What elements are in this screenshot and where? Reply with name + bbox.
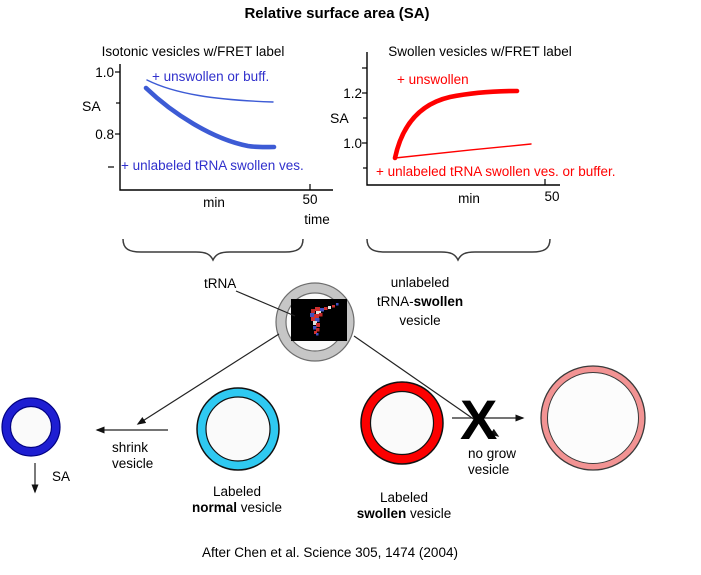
left-brace <box>122 238 304 262</box>
right-plot-axes <box>362 52 560 186</box>
shrink-vesicle-label-line1: shrink <box>112 440 149 455</box>
left-plot-curve1-label: + unswollen or buff. <box>152 69 270 84</box>
branch-arrow-right <box>353 335 500 437</box>
right-plot-ytick-top: 1.2 <box>343 86 362 101</box>
right-plot-yaxis-label: SA <box>330 110 349 126</box>
shrunken-blue-vesicle <box>1 397 61 457</box>
unlabeled-vesicle-label-line2: tRNA-swollen <box>377 292 463 311</box>
right-plot-title: Swollen vesicles w/FRET label <box>388 44 572 59</box>
labeled-normal-vesicle-label: Labeled normal vesicle <box>192 484 282 515</box>
left-plot-title: Isotonic vesicles w/FRET label <box>101 44 285 59</box>
trna-label: tRNA <box>204 276 237 291</box>
labeled-swollen-line2: swollen vesicle <box>357 506 452 522</box>
labeled-normal-line2-bold: normal <box>191 499 237 515</box>
left-plot-ytick-top: 1.0 <box>95 65 114 80</box>
unlabeled-vesicle-label-line3: vesicle <box>399 313 441 328</box>
branch-arrow-left <box>136 333 280 425</box>
labeled-normal-line1: Labeled <box>212 484 262 499</box>
time-axis-label: time <box>304 212 330 227</box>
right-plot-curve2-label: + unlabeled tRNA swollen ves. or buffer. <box>376 164 616 179</box>
blocked-cross-mark: X <box>460 388 498 451</box>
right-curve-unswollen <box>392 88 520 161</box>
labeled-swollen-vesicle-label: Labeled swollen vesicle <box>357 490 452 521</box>
trna-molecule-image <box>310 303 339 336</box>
left-plot-xmax: 50 <box>302 192 318 207</box>
left-plot-curve2-label: + unlabeled tRNA swollen ves. <box>121 158 304 173</box>
no-grow-vesicle-label: no grow vesicle <box>468 446 516 478</box>
unlabeled-vesicle-label-line2-bold: swollen <box>413 294 464 309</box>
left-plot-ytick-bottom: 0.8 <box>95 127 114 142</box>
shrink-vesicle-label: shrink vesicle <box>112 440 153 472</box>
right-plot-xaxis-label: min <box>458 191 480 206</box>
right-plot-curve1-label: + unswollen <box>397 72 469 87</box>
left-plot-yaxis-label: SA <box>82 98 101 114</box>
labeled-normal-line2: normal vesicle <box>192 500 282 516</box>
labeled-swollen-vesicle <box>360 381 444 465</box>
shrink-vesicle-label-line2: vesicle <box>112 456 154 471</box>
right-plot-xmax: 50 <box>544 189 560 204</box>
right-plot-ytick-bottom: 1.0 <box>343 136 362 151</box>
right-curve-unlabeled-trna-swollen <box>394 143 532 159</box>
labeled-normal-vesicle <box>196 387 280 471</box>
citation: After Chen et al. Science 305, 1474 (200… <box>202 545 458 560</box>
labeled-swollen-line2-rest: vesicle <box>406 505 452 521</box>
large-pink-vesicle <box>540 365 646 471</box>
right-brace <box>366 238 551 262</box>
left-curve-unswollen-or-buff <box>146 79 274 103</box>
unlabeled-vesicle-label: unlabeled tRNA-swollen vesicle <box>377 273 463 330</box>
left-curve-unlabeled-trna-swollen <box>143 85 277 150</box>
no-grow-label-line2: vesicle <box>468 462 510 477</box>
labeled-swollen-line2-bold: swollen <box>356 505 407 521</box>
sa-decrease-label: SA <box>52 469 71 484</box>
left-plot-xaxis-label: min <box>203 195 225 210</box>
figure-title: Relative surface area (SA) <box>244 5 430 22</box>
trna-pointer-line <box>235 290 296 317</box>
labeled-swollen-line1: Labeled <box>379 490 429 505</box>
labeled-normal-line2-rest: vesicle <box>237 499 283 515</box>
unlabeled-vesicle-label-line2-pre: tRNA- <box>376 294 414 309</box>
unlabeled-vesicle-label-line1: unlabeled <box>390 275 450 290</box>
left-plot-axes <box>108 64 333 191</box>
no-grow-label-line1: no grow <box>468 446 517 461</box>
